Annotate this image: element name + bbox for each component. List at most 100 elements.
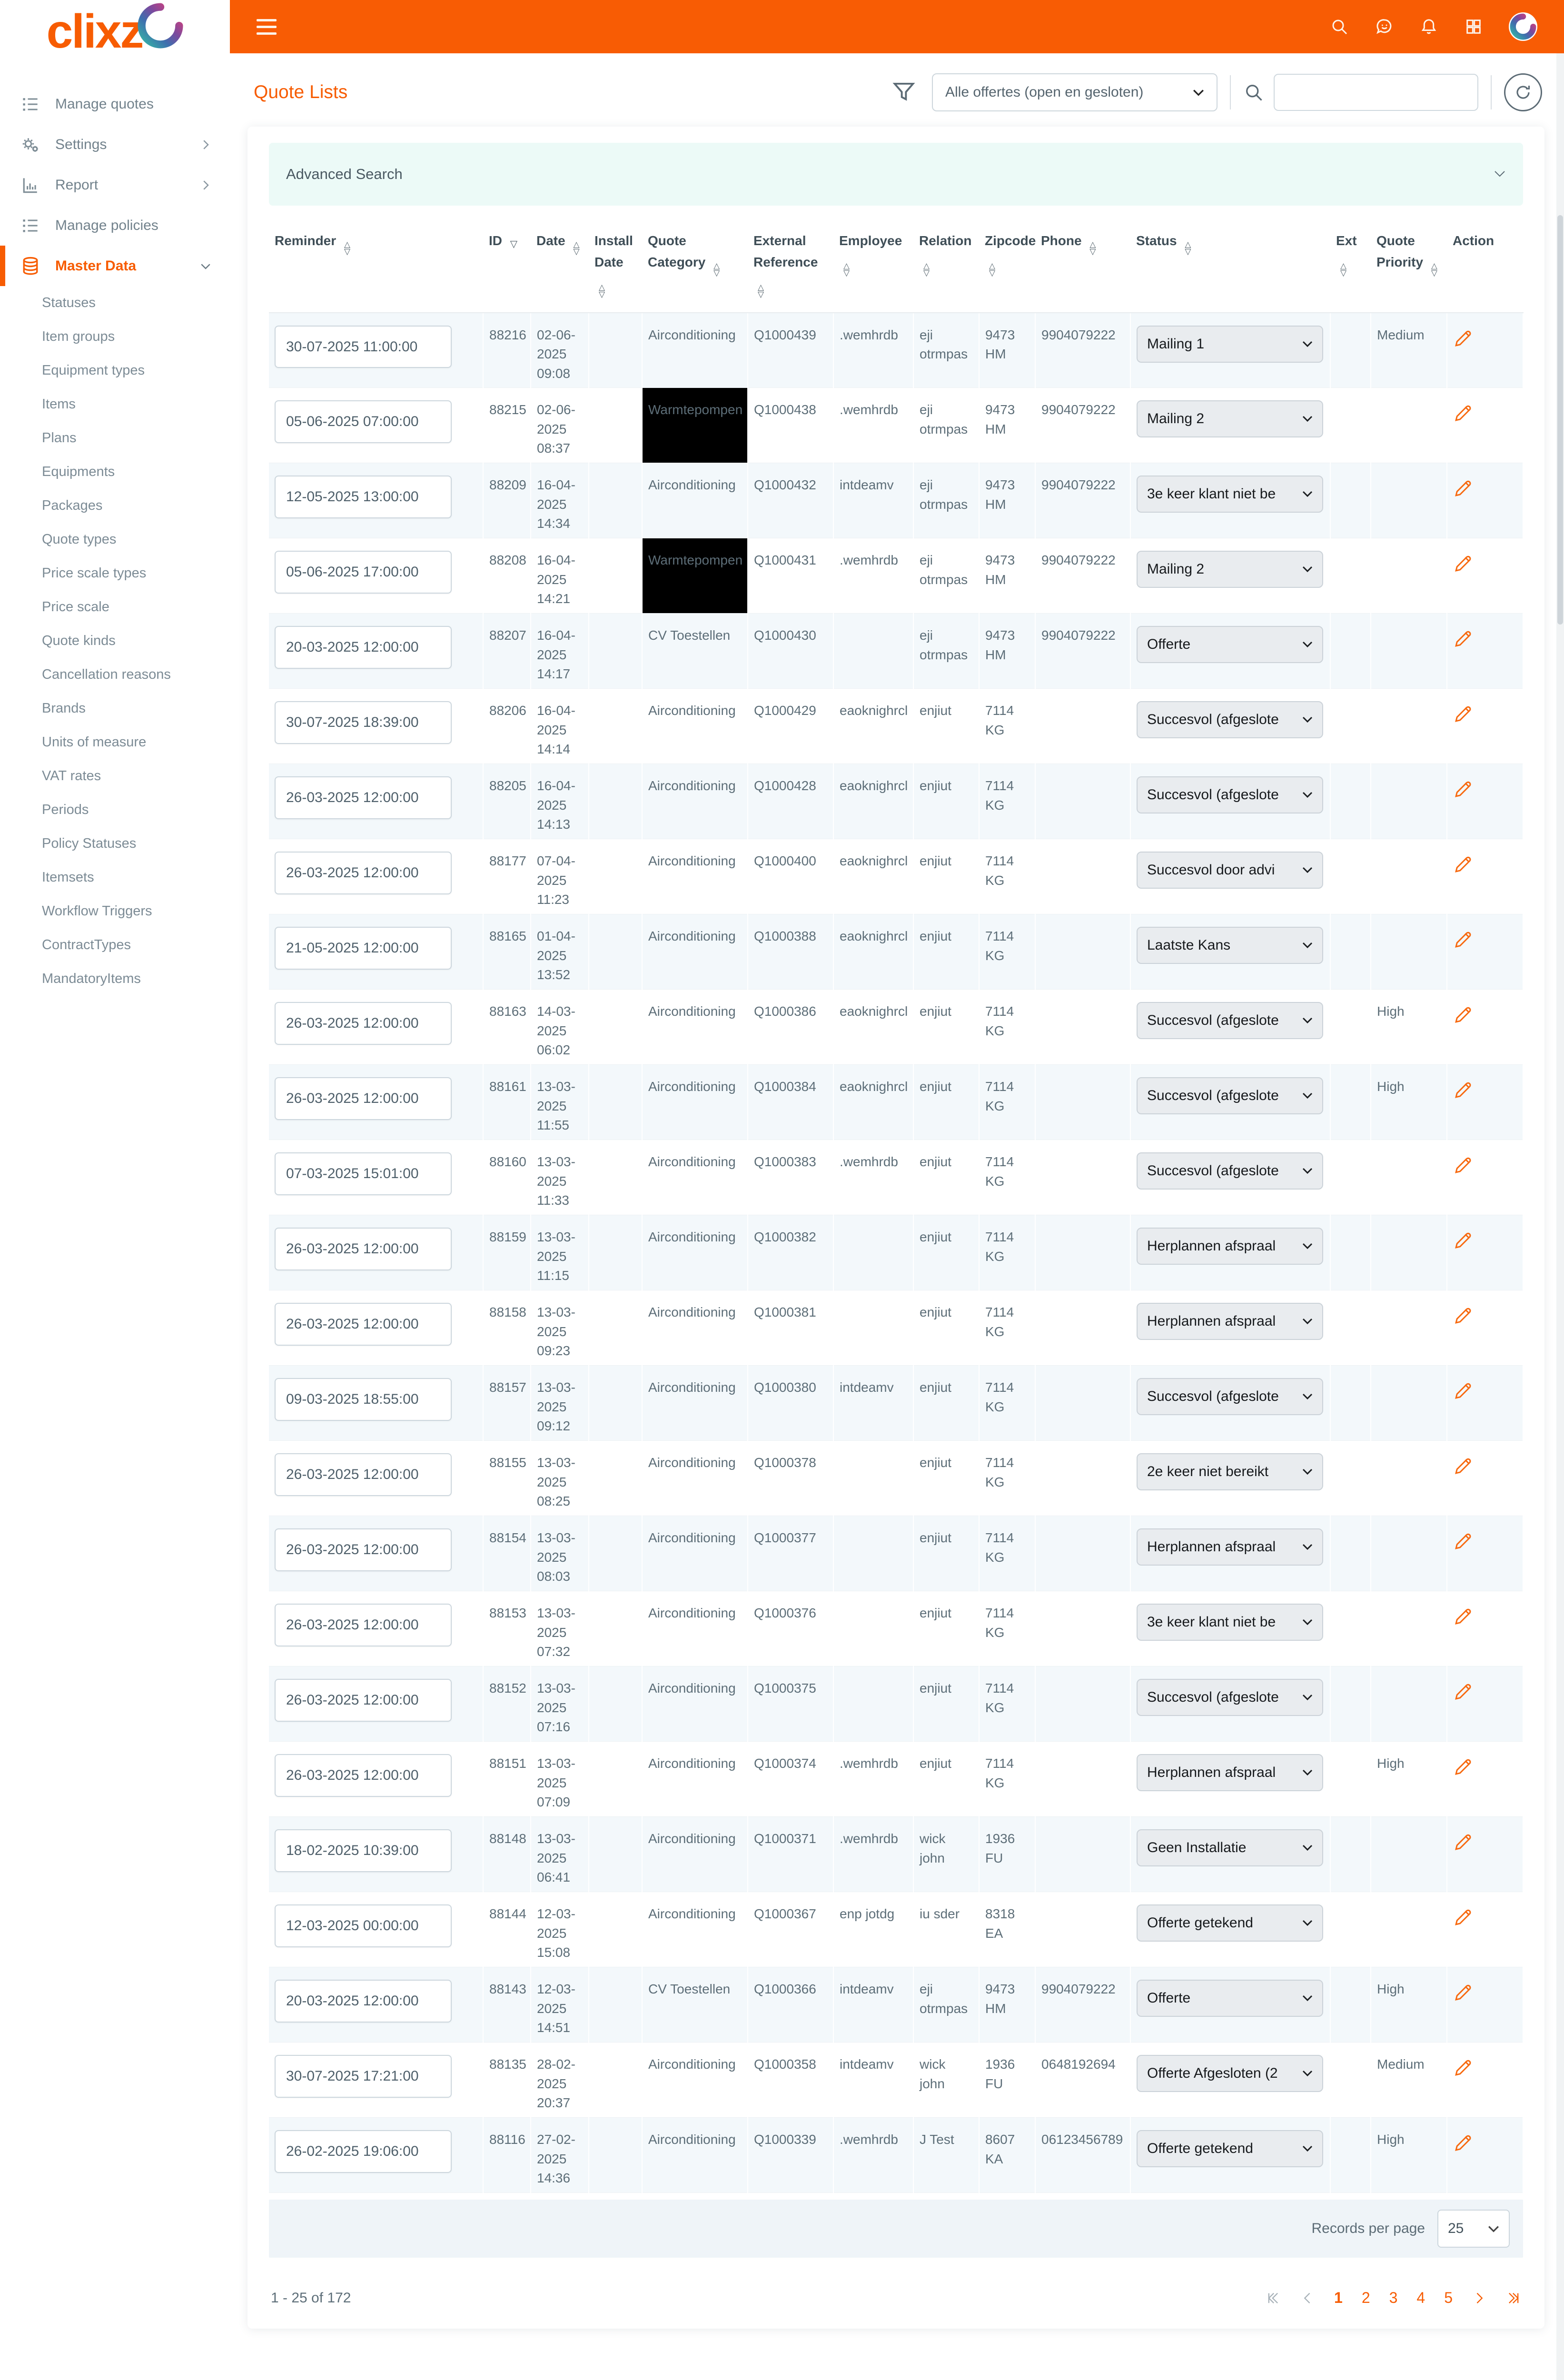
advanced-search-panel[interactable]: Advanced Search [269, 143, 1523, 206]
edit-icon[interactable] [1453, 1829, 1473, 1852]
sidebar-subitem[interactable]: Item groups [42, 329, 115, 344]
column-header-employee[interactable]: Employee △ ▽ [833, 218, 913, 313]
status-select[interactable]: 2e keer niet bereikt [1137, 1453, 1323, 1491]
status-select[interactable]: Herplannen afspraal [1137, 1754, 1323, 1792]
edit-icon[interactable] [1453, 1152, 1473, 1175]
reminder-input[interactable]: 26-03-2025 12:00:00 [275, 1528, 452, 1571]
edit-icon[interactable] [1453, 1378, 1473, 1401]
status-select[interactable]: Laatste Kans [1137, 927, 1323, 964]
bell-icon[interactable] [1419, 17, 1438, 36]
reminder-input[interactable]: 20-03-2025 12:00:00 [275, 1980, 452, 2023]
page-button-2[interactable]: 2 [1361, 2289, 1370, 2307]
sidebar-subitem[interactable]: Items [42, 397, 76, 412]
edit-icon[interactable] [1453, 1002, 1473, 1025]
brand-logo[interactable]: clixz [0, 0, 230, 71]
column-header-install-date[interactable]: Install Date △ ▽ [589, 218, 642, 313]
status-select[interactable]: Succesvol (afgeslote [1137, 1152, 1323, 1190]
sidebar-subitem[interactable]: Brands [42, 701, 86, 716]
reminder-input[interactable]: 26-03-2025 12:00:00 [275, 1453, 452, 1496]
reminder-input[interactable]: 26-03-2025 12:00:00 [275, 1754, 452, 1797]
sidebar-subitem[interactable]: Statuses [42, 295, 96, 310]
reminder-input[interactable]: 30-07-2025 17:21:00 [275, 2055, 452, 2098]
column-header-reminder[interactable]: Reminder △ ▽ [269, 218, 483, 313]
sidebar-subitem[interactable]: Packages [42, 498, 103, 513]
status-select[interactable]: Herplannen afspraal [1137, 1528, 1323, 1566]
column-header-relation[interactable]: Relation △ ▽ [913, 218, 979, 313]
edit-icon[interactable] [1453, 476, 1473, 498]
sidebar-subitem[interactable]: ContractTypes [42, 937, 131, 952]
status-select[interactable]: Succesvol (afgeslote [1137, 776, 1323, 814]
sidebar-subitem[interactable]: Price scale [42, 599, 109, 615]
sidebar-subitem[interactable]: Periods [42, 802, 89, 817]
sidebar-subitem[interactable]: Itemsets [42, 870, 94, 885]
column-header-zipcode[interactable]: Zipcode △ ▽ [979, 218, 1036, 313]
sidebar-subitem[interactable]: Workflow Triggers [42, 903, 152, 919]
status-select[interactable]: Offerte getekend [1137, 2130, 1323, 2168]
scrollbar[interactable] [1556, 53, 1564, 2380]
reminder-input[interactable]: 05-06-2025 07:00:00 [275, 400, 452, 443]
menu-icon[interactable] [257, 19, 277, 35]
records-per-page-select[interactable]: 25 [1437, 2210, 1510, 2248]
edit-icon[interactable] [1453, 326, 1473, 348]
page-button-5[interactable]: 5 [1444, 2289, 1453, 2307]
sidebar-item-master-data[interactable]: Master Data [0, 246, 230, 286]
status-select[interactable]: Herplannen afspraal [1137, 1303, 1323, 1340]
edit-icon[interactable] [1453, 1303, 1473, 1326]
status-select[interactable]: Mailing 1 [1137, 325, 1323, 363]
reminder-input[interactable]: 07-03-2025 15:01:00 [275, 1152, 452, 1195]
reminder-input[interactable]: 26-03-2025 12:00:00 [275, 776, 452, 819]
column-header-id[interactable]: ID ▽ [483, 218, 531, 313]
status-select[interactable]: Herplannen afspraal [1137, 1228, 1323, 1265]
reminder-input[interactable]: 26-03-2025 12:00:00 [275, 1077, 452, 1120]
edit-icon[interactable] [1453, 852, 1473, 874]
first-page-button[interactable] [1266, 2291, 1281, 2306]
sidebar-item-settings[interactable]: Settings [0, 124, 230, 165]
status-select[interactable]: 3e keer klant niet be [1137, 1604, 1323, 1641]
edit-icon[interactable] [1453, 1980, 1473, 2003]
edit-icon[interactable] [1453, 1453, 1473, 1476]
reminder-input[interactable]: 30-07-2025 11:00:00 [275, 325, 452, 368]
edit-icon[interactable] [1453, 927, 1473, 950]
edit-icon[interactable] [1453, 400, 1473, 423]
sidebar-subitem[interactable]: Policy Statuses [42, 836, 137, 851]
status-select[interactable]: Geen Installatie [1137, 1829, 1323, 1867]
reminder-input[interactable]: 26-03-2025 12:00:00 [275, 1303, 452, 1346]
avatar[interactable] [1509, 12, 1537, 41]
reminder-input[interactable]: 12-05-2025 13:00:00 [275, 476, 452, 518]
refresh-button[interactable] [1504, 73, 1542, 111]
sidebar-subitem[interactable]: VAT rates [42, 768, 101, 783]
apps-grid-icon[interactable] [1464, 17, 1483, 36]
reminder-input[interactable]: 26-03-2025 12:00:00 [275, 1604, 452, 1646]
quote-filter-select[interactable]: Alle offertes (open en gesloten) [932, 73, 1218, 111]
column-header-ext[interactable]: Ext △ ▽ [1330, 218, 1371, 313]
edit-icon[interactable] [1453, 2055, 1473, 2078]
sidebar-subitem[interactable]: Quote types [42, 532, 117, 547]
edit-icon[interactable] [1453, 1679, 1473, 1702]
sidebar-subitem[interactable]: Units of measure [42, 734, 147, 750]
chat-icon[interactable] [1375, 17, 1394, 36]
status-select[interactable]: Succesvol (afgeslote [1137, 1378, 1323, 1416]
column-header-quote-category[interactable]: Quote Category △ ▽ [642, 218, 748, 313]
filter-icon[interactable] [890, 79, 918, 106]
edit-icon[interactable] [1453, 776, 1473, 799]
status-select[interactable]: Succesvol (afgeslote [1137, 701, 1323, 739]
sidebar-subitem[interactable]: Plans [42, 430, 77, 446]
prev-page-button[interactable] [1300, 2291, 1315, 2306]
page-button-1[interactable]: 1 [1334, 2289, 1343, 2307]
sidebar-subitem[interactable]: Price scale types [42, 565, 147, 581]
search-icon[interactable] [1330, 17, 1349, 36]
last-page-button[interactable] [1506, 2291, 1521, 2306]
page-button-4[interactable]: 4 [1416, 2289, 1425, 2307]
reminder-input[interactable]: 20-03-2025 12:00:00 [275, 626, 452, 669]
reminder-input[interactable]: 09-03-2025 18:55:00 [275, 1378, 452, 1421]
edit-icon[interactable] [1453, 701, 1473, 724]
status-select[interactable]: Offerte [1137, 1980, 1323, 2017]
reminder-input[interactable]: 26-03-2025 12:00:00 [275, 852, 452, 894]
reminder-input[interactable]: 12-03-2025 00:00:00 [275, 1904, 452, 1947]
edit-icon[interactable] [1453, 626, 1473, 649]
reminder-input[interactable]: 30-07-2025 18:39:00 [275, 701, 452, 744]
status-select[interactable]: Succesvol (afgeslote [1137, 1077, 1323, 1115]
status-select[interactable]: Mailing 2 [1137, 551, 1323, 588]
edit-icon[interactable] [1453, 2130, 1473, 2153]
reminder-input[interactable]: 26-03-2025 12:00:00 [275, 1679, 452, 1722]
